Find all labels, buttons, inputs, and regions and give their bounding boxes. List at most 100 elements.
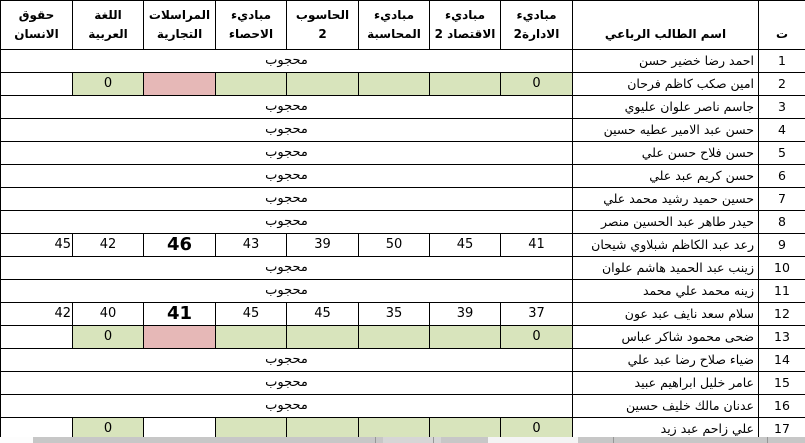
- header-row: ت اسم الطالب الرباعي مباديء الادارة2 مبا…: [0, 0, 805, 50]
- header-cell-no[interactable]: ت: [758, 0, 805, 50]
- student-name-cell[interactable]: حسن كريم عبد علي: [572, 164, 759, 188]
- student-name-cell[interactable]: ضياء صلاح رضا عبد علي: [572, 348, 759, 372]
- header-cell-statistics[interactable]: مباديء الاحصاء: [215, 0, 287, 50]
- grade-cell[interactable]: [215, 325, 287, 349]
- header-cell-management2[interactable]: مباديء الادارة2: [500, 0, 573, 50]
- grade-cell[interactable]: 46: [143, 233, 216, 257]
- strip-divider: [433, 437, 434, 443]
- grade-cell[interactable]: 40: [72, 302, 144, 326]
- grade-cell[interactable]: 41: [500, 233, 573, 257]
- grade-cell[interactable]: [429, 72, 501, 96]
- row-number-cell[interactable]: 6: [758, 164, 805, 188]
- grade-cell[interactable]: 45: [0, 233, 73, 257]
- row-number-cell[interactable]: 13: [758, 325, 805, 349]
- grade-cell[interactable]: [286, 325, 359, 349]
- row-number-cell[interactable]: 12: [758, 302, 805, 326]
- student-name-cell[interactable]: زينه محمد علي محمد: [572, 279, 759, 303]
- student-name-cell[interactable]: حسن عبد الامير عطيه حسين: [572, 118, 759, 142]
- masked-grades-cell[interactable]: محجوب: [0, 210, 573, 234]
- grade-cell[interactable]: 43: [215, 233, 287, 257]
- grade-cell[interactable]: [0, 325, 73, 349]
- row-number-cell[interactable]: 4: [758, 118, 805, 142]
- grade-cell[interactable]: [358, 72, 430, 96]
- table-row: 14 ضياء صلاح رضا عبد علي محجوب: [0, 348, 805, 372]
- row-number-cell[interactable]: 11: [758, 279, 805, 303]
- strip-segment: [488, 437, 578, 443]
- grade-cell[interactable]: 0: [72, 72, 144, 96]
- student-name-cell[interactable]: عدنان مالك خليف حسين: [572, 394, 759, 418]
- student-name-cell[interactable]: عامر خليل ابراهيم عبيد: [572, 371, 759, 395]
- masked-grades-cell[interactable]: محجوب: [0, 348, 573, 372]
- masked-grades-cell[interactable]: محجوب: [0, 118, 573, 142]
- student-name-cell[interactable]: رعد عبد الكاظم شبلاوي شيحان: [572, 233, 759, 257]
- header-cell-commercial-correspondence[interactable]: المراسلات التجارية: [143, 0, 216, 50]
- grade-cell[interactable]: [143, 72, 216, 96]
- student-table-body: 1 احمد رضا خضير حسن محجوب 2 امين صكب كاظم فر…: [0, 49, 805, 442]
- header-cell-computer2[interactable]: الحاسوب 2: [286, 0, 359, 50]
- header-cell-student-name[interactable]: اسم الطالب الرباعي: [572, 0, 759, 50]
- grade-cell[interactable]: 42: [72, 233, 144, 257]
- masked-grades-cell[interactable]: محجوب: [0, 394, 573, 418]
- grade-cell[interactable]: 45: [429, 233, 501, 257]
- grade-cell[interactable]: 37: [500, 302, 573, 326]
- grade-cell[interactable]: [429, 325, 501, 349]
- masked-grades-cell[interactable]: محجوب: [0, 141, 573, 165]
- header-cell-accounting[interactable]: مباديء المحاسبة: [358, 0, 430, 50]
- grade-cell[interactable]: [286, 72, 359, 96]
- row-number-cell[interactable]: 10: [758, 256, 805, 280]
- header-cell-economics2[interactable]: مباديء الاقتصاد 2: [429, 0, 501, 50]
- student-name-cell[interactable]: حسن فلاح حسن علي: [572, 141, 759, 165]
- table-row: 8 حيدر طاهر عبد الحسين منصر محجوب: [0, 210, 805, 234]
- grade-cell[interactable]: 45: [215, 302, 287, 326]
- row-number-cell[interactable]: 3: [758, 95, 805, 119]
- masked-grades-cell[interactable]: محجوب: [0, 279, 573, 303]
- student-name-cell[interactable]: امين صكب كاظم فرحان: [572, 72, 759, 96]
- masked-grades-cell[interactable]: محجوب: [0, 256, 573, 280]
- header-cell-arabic[interactable]: اللغة العربية: [72, 0, 144, 50]
- grade-cell[interactable]: 0: [72, 325, 144, 349]
- grade-cell[interactable]: 0: [500, 72, 573, 96]
- grade-cell[interactable]: 0: [500, 325, 573, 349]
- sheet-bottom-strip[interactable]: [0, 437, 805, 443]
- grade-cell[interactable]: [143, 325, 216, 349]
- header-cell-human-rights[interactable]: حقوق الانسان: [0, 0, 73, 50]
- table-row: 4 حسن عبد الامير عطيه حسين محجوب: [0, 118, 805, 142]
- table-row: 16 عدنان مالك خليف حسين محجوب: [0, 394, 805, 418]
- table-row: 3 جاسم ناصر علوان عليوي محجوب: [0, 95, 805, 119]
- row-number-cell[interactable]: 1: [758, 49, 805, 73]
- student-name-cell[interactable]: جاسم ناصر علوان عليوي: [572, 95, 759, 119]
- student-name-cell[interactable]: سلام سعد نايف عبد عون: [572, 302, 759, 326]
- student-name-cell[interactable]: حسين حميد رشيد محمد علي: [572, 187, 759, 211]
- masked-grades-cell[interactable]: محجوب: [0, 164, 573, 188]
- row-number-cell[interactable]: 7: [758, 187, 805, 211]
- grade-cell[interactable]: [358, 325, 430, 349]
- masked-grades-cell[interactable]: محجوب: [0, 187, 573, 211]
- grade-cell[interactable]: 45: [286, 302, 359, 326]
- grade-cell[interactable]: 39: [429, 302, 501, 326]
- grade-cell[interactable]: 42: [0, 302, 73, 326]
- student-name-cell[interactable]: ضحى محمود شاكر عباس: [572, 325, 759, 349]
- table-row: 11 زينه محمد علي محمد محجوب: [0, 279, 805, 303]
- grade-cell[interactable]: [0, 72, 73, 96]
- row-number-cell[interactable]: 16: [758, 394, 805, 418]
- student-name-cell[interactable]: حيدر طاهر عبد الحسين منصر: [572, 210, 759, 234]
- table-row: 10 زينب عبد الحميد هاشم علوان محجوب: [0, 256, 805, 280]
- student-name-cell[interactable]: احمد رضا خضير حسن: [572, 49, 759, 73]
- grade-cell[interactable]: 35: [358, 302, 430, 326]
- grade-cell[interactable]: 39: [286, 233, 359, 257]
- row-number-cell[interactable]: 15: [758, 371, 805, 395]
- row-number-cell[interactable]: 8: [758, 210, 805, 234]
- masked-grades-cell[interactable]: محجوب: [0, 371, 573, 395]
- student-name-cell[interactable]: زينب عبد الحميد هاشم علوان: [572, 256, 759, 280]
- row-number-cell[interactable]: 14: [758, 348, 805, 372]
- row-number-cell[interactable]: 2: [758, 72, 805, 96]
- row-number-cell[interactable]: 9: [758, 233, 805, 257]
- grade-cell[interactable]: [215, 72, 287, 96]
- strip-divider: [375, 437, 376, 443]
- grade-cell[interactable]: 50: [358, 233, 430, 257]
- masked-grades-cell[interactable]: محجوب: [0, 49, 573, 73]
- masked-grades-cell[interactable]: محجوب: [0, 95, 573, 119]
- grade-cell[interactable]: 41: [143, 302, 216, 326]
- row-number-cell[interactable]: 5: [758, 141, 805, 165]
